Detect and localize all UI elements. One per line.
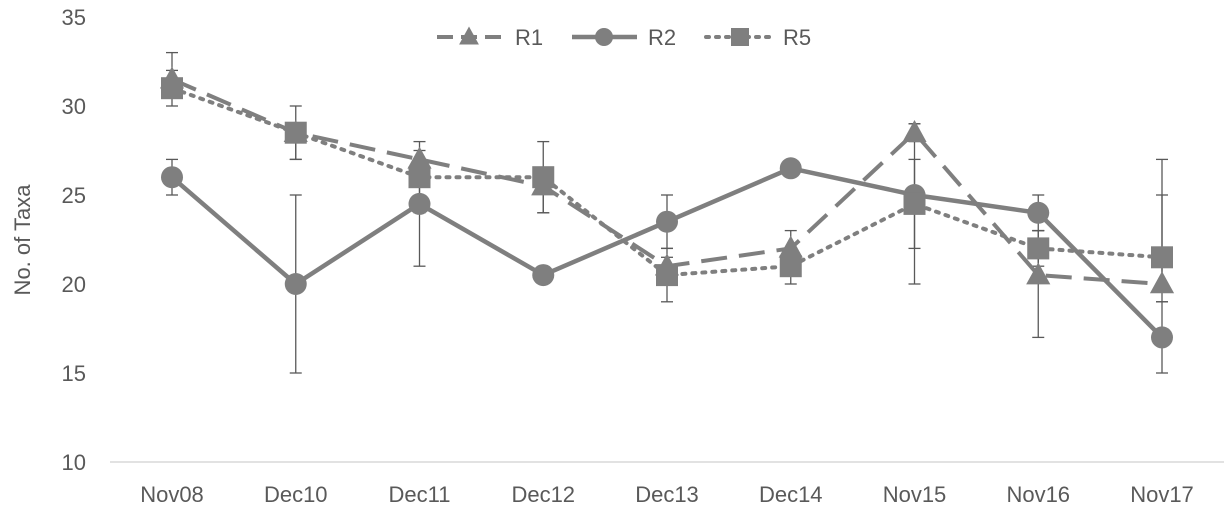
data-point-r2 xyxy=(532,264,555,287)
data-point-r1 xyxy=(1026,262,1051,285)
y-tick-label: 20 xyxy=(62,272,86,297)
legend-label: R5 xyxy=(783,25,811,50)
series-markers xyxy=(159,66,1175,349)
data-point-r2 xyxy=(1027,201,1050,224)
x-tick-label: Dec14 xyxy=(759,482,823,507)
x-tick-label: Dec12 xyxy=(511,482,575,507)
legend-item-r5: R5 xyxy=(704,25,811,50)
y-tick-label: 35 xyxy=(62,5,86,30)
legend-item-r2: R2 xyxy=(572,25,676,50)
legend-label: R1 xyxy=(515,25,543,50)
data-point-r1 xyxy=(159,66,185,89)
data-point-r2 xyxy=(161,166,183,189)
y-axis-title: No. of Taxa xyxy=(10,184,35,296)
data-point-r2 xyxy=(1151,326,1173,349)
data-point-r2 xyxy=(779,157,802,180)
data-point-r1 xyxy=(654,253,680,276)
data-point-r1 xyxy=(902,119,927,142)
legend-marker xyxy=(731,28,749,46)
data-point-r5 xyxy=(1151,246,1173,269)
data-point-r2 xyxy=(408,192,431,215)
x-tick-label: Nov16 xyxy=(1006,482,1070,507)
x-tick-label: Dec13 xyxy=(635,482,699,507)
data-point-r1 xyxy=(531,173,556,196)
x-tick-label: Nov08 xyxy=(140,482,204,507)
y-tick-label: 10 xyxy=(62,450,86,475)
y-tick-label: 15 xyxy=(62,361,86,386)
legend: R1 R2 R5 xyxy=(437,25,811,50)
data-point-r5 xyxy=(1027,237,1050,260)
data-point-r2 xyxy=(656,210,678,233)
data-point-r1 xyxy=(778,235,803,258)
data-point-r1 xyxy=(283,119,308,142)
y-tick-label: 30 xyxy=(62,94,86,119)
x-tick-label: Dec11 xyxy=(389,482,451,507)
legend-item-r1: R1 xyxy=(437,25,543,50)
y-tick-label: 25 xyxy=(62,183,86,208)
legend-marker xyxy=(595,28,613,46)
data-point-r5 xyxy=(903,192,926,215)
data-point-r1 xyxy=(407,146,432,169)
data-point-r5 xyxy=(779,255,802,278)
data-point-r5 xyxy=(408,166,431,189)
legend-marker xyxy=(459,26,479,45)
x-tick-label: Nov17 xyxy=(1130,482,1194,507)
legend-label: R2 xyxy=(648,25,676,50)
data-point-r1 xyxy=(1149,271,1175,294)
data-point-r2 xyxy=(284,273,307,295)
axes: 10 15 20 25 30 35 Nov08 Dec10 Dec11 Dec12 Dec13 Dec… xyxy=(62,5,1224,507)
x-tick-label: Nov15 xyxy=(883,482,947,507)
x-tick-label: Dec10 xyxy=(264,482,328,507)
